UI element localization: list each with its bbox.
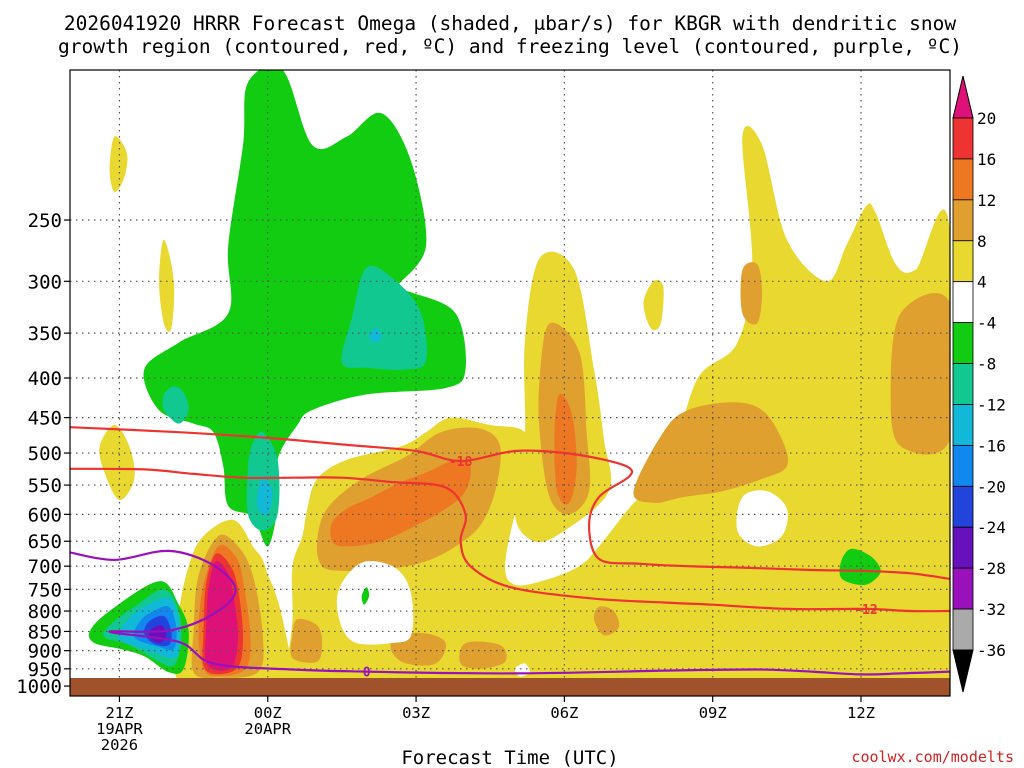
colorbar-label-5: -4 — [977, 314, 996, 333]
chart-title-line-2: growth region (contoured, red, ºC) and f… — [58, 35, 962, 58]
x-tick-label-00Z-1: 20APR — [244, 720, 291, 738]
omega-region-negative-8-2 — [162, 386, 189, 424]
dgz-contour--12-label: -12 — [854, 603, 877, 618]
colorbar-swatch-10 — [952, 526, 974, 569]
colorbar-label-3: 8 — [977, 232, 987, 251]
colorbar-label-1: 16 — [977, 150, 996, 169]
colorbar-label-9: -20 — [977, 477, 1006, 496]
omega-region-positive-4-5 — [283, 125, 950, 696]
freezing-level-contour — [70, 549, 950, 676]
colorbar-max-arrow — [952, 75, 974, 119]
colorbar-min-arrow — [952, 649, 974, 693]
omega-region-positive-20-22 — [204, 560, 239, 671]
colorbar-label-10: -24 — [977, 518, 1006, 537]
colorbar-label-12: -32 — [977, 600, 1006, 619]
omega-neutral-gap-2 — [736, 490, 788, 547]
omega-region-positive-12-17 — [554, 393, 577, 505]
colorbar-label-8: -16 — [977, 436, 1006, 455]
omega-region-positive-4-1 — [159, 239, 175, 332]
colorbar-swatch-9 — [952, 485, 974, 528]
colorbar-label-13: -36 — [977, 641, 1006, 660]
y-tick-label-400: 400 — [28, 368, 62, 390]
colorbar-swatch-6 — [952, 363, 974, 405]
y-tick-label-850: 850 — [28, 621, 62, 643]
colorbar: 20 16 12 8 4 -4 -8 -12 -16 -20 -24 -28 -32 -36 — [952, 75, 1006, 693]
plot-area: -18 -12 0 — [70, 70, 950, 696]
colorbar-swatch-12 — [952, 608, 974, 651]
grid-lines — [70, 70, 950, 696]
omega-region-positive-8-14 — [459, 641, 507, 669]
y-tick-label-600: 600 — [28, 504, 62, 526]
y-axis: 2503003504004505005506006507007508008509… — [16, 210, 70, 698]
omega-region-positive-8-10 — [890, 292, 950, 455]
y-tick-label-750: 750 — [28, 579, 62, 601]
colorbar-swatch-3 — [952, 240, 974, 283]
omega-region-positive-12-16 — [330, 459, 471, 547]
omega-region-positive-8-12 — [290, 618, 323, 663]
y-tick-label-350: 350 — [28, 323, 62, 345]
chart-title-line-1: 2026041920 HRRR Forecast Omega (shaded, … — [64, 12, 956, 35]
colorbar-label-0: 20 — [977, 109, 996, 128]
omega-region-positive-4-3 — [643, 279, 664, 331]
x-axis-label: Forecast Time (UTC) — [401, 747, 618, 768]
omega-region-positive-4-0 — [109, 136, 128, 193]
colorbar-swatch-2 — [952, 199, 974, 242]
colorbar-swatch-7 — [952, 404, 974, 446]
colorbar-swatch-5 — [952, 322, 974, 364]
omega-region-negative-8-1 — [341, 265, 427, 370]
dgz-contour--12 — [70, 467, 950, 613]
y-tick-label-800: 800 — [28, 601, 62, 623]
omega-shading — [88, 70, 950, 696]
omega-region-negative-12-4 — [369, 328, 382, 343]
x-tick-label-00Z-0: 00Z — [254, 704, 282, 722]
colorbar-label-7: -12 — [977, 395, 1006, 414]
x-tick-label-06Z-0: 06Z — [550, 704, 578, 722]
plot-frame — [69, 69, 951, 697]
y-tick-label-500: 500 — [28, 443, 62, 465]
x-tick-label-09Z-0: 09Z — [699, 704, 727, 722]
y-tick-label-950: 950 — [28, 659, 62, 681]
x-tick-label-12Z-0: 12Z — [847, 704, 875, 722]
colorbar-swatch-0 — [952, 117, 974, 160]
dgz-contour--18 — [70, 426, 950, 580]
x-tick-label-21Z-0: 21Z — [105, 704, 133, 722]
y-tick-label-900: 900 — [28, 641, 62, 663]
dgz-contour--18-label: -18 — [449, 455, 473, 470]
colorbar-swatch-4 — [952, 281, 974, 324]
omega-region-positive-8-9 — [633, 402, 789, 504]
colorbar-swatch-1 — [952, 158, 974, 201]
ground-terrain — [70, 678, 950, 696]
contour-lines: -18 -12 0 — [70, 426, 950, 681]
y-tick-label-250: 250 — [28, 210, 62, 232]
colorbar-swatch-11 — [952, 567, 974, 610]
y-tick-label-1000: 1000 — [16, 676, 62, 698]
omega-region-negative-4-6 — [839, 548, 881, 586]
omega-region-positive-8-11 — [740, 262, 763, 325]
watermark: coolwx.com/modelts — [851, 748, 1014, 766]
colorbar-swatch-8 — [952, 444, 974, 487]
y-tick-label-550: 550 — [28, 475, 62, 497]
freezing-level-contour-label: 0 — [363, 666, 371, 681]
y-tick-label-700: 700 — [28, 556, 62, 578]
colorbar-label-6: -8 — [977, 355, 996, 374]
x-tick-label-21Z-2: 2026 — [101, 736, 138, 754]
y-tick-label-450: 450 — [28, 408, 62, 430]
omega-region-negative-4-7 — [361, 587, 370, 605]
y-tick-label-300: 300 — [28, 271, 62, 293]
x-tick-label-03Z-0: 03Z — [402, 704, 430, 722]
omega-neutral-gap-0 — [336, 561, 414, 645]
y-tick-label-650: 650 — [28, 531, 62, 553]
colorbar-label-2: 12 — [977, 191, 996, 210]
colorbar-label-11: -28 — [977, 559, 1006, 578]
omega-region-negative-12-5 — [256, 478, 273, 516]
x-tick-label-21Z-1: 19APR — [96, 720, 143, 738]
omega-region-negative-4-0 — [143, 70, 466, 547]
omega-region-positive-8-15 — [593, 606, 620, 636]
colorbar-label-4: 4 — [977, 273, 987, 292]
omega-region-positive-4-2 — [99, 425, 135, 501]
